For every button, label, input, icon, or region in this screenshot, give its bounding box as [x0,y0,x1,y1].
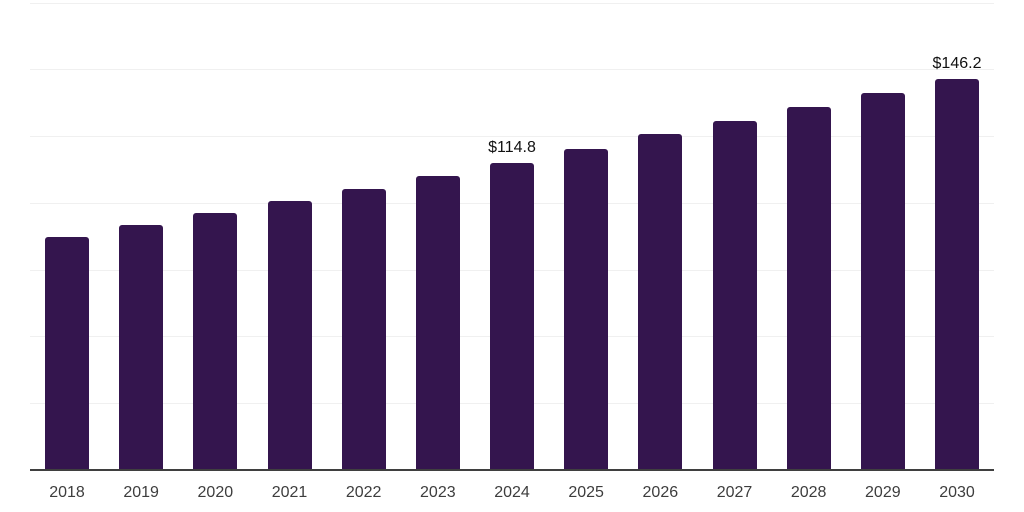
x-axis-tick-label-2029: 2029 [865,484,901,501]
bar-2024 [490,163,534,470]
x-axis-line [30,469,994,471]
bar-2021 [267,200,312,470]
gridline [30,69,994,71]
bar-2025 [564,148,609,470]
bar-2028 [786,106,831,470]
x-axis-tick-label-2024: 2024 [494,484,530,501]
x-axis-tick-label-2025: 2025 [568,484,604,501]
x-axis-tick-label-2019: 2019 [123,484,159,501]
x-axis-tick-label-2028: 2028 [790,484,827,501]
x-axis-tick-label-2018: 2018 [49,484,85,501]
bar-2026 [638,133,683,470]
bar-2023 [415,176,460,470]
bar-2019 [119,224,164,470]
bar-2022 [341,189,386,470]
bar-value-label-2030: $146.2 [932,55,982,73]
x-axis-tick-label-2023: 2023 [420,484,456,501]
bar-2020 [193,213,238,470]
x-axis-tick-label-2021: 2021 [271,484,308,501]
bar-2030 [935,79,979,470]
x-axis-tick-label-2020: 2020 [197,484,234,501]
x-axis-tick-label-2030: 2030 [939,484,975,501]
bar-2018 [45,236,89,470]
x-axis-tick-label-2027: 2027 [716,484,753,501]
bar-2027 [712,120,757,470]
gridline [30,136,994,138]
x-axis-tick-label-2026: 2026 [642,484,679,501]
x-axis-tick-label-2022: 2022 [345,484,382,501]
bar-2029 [860,92,905,470]
bar-value-label-2024: $114.8 [488,139,536,157]
gridline [30,2,994,4]
